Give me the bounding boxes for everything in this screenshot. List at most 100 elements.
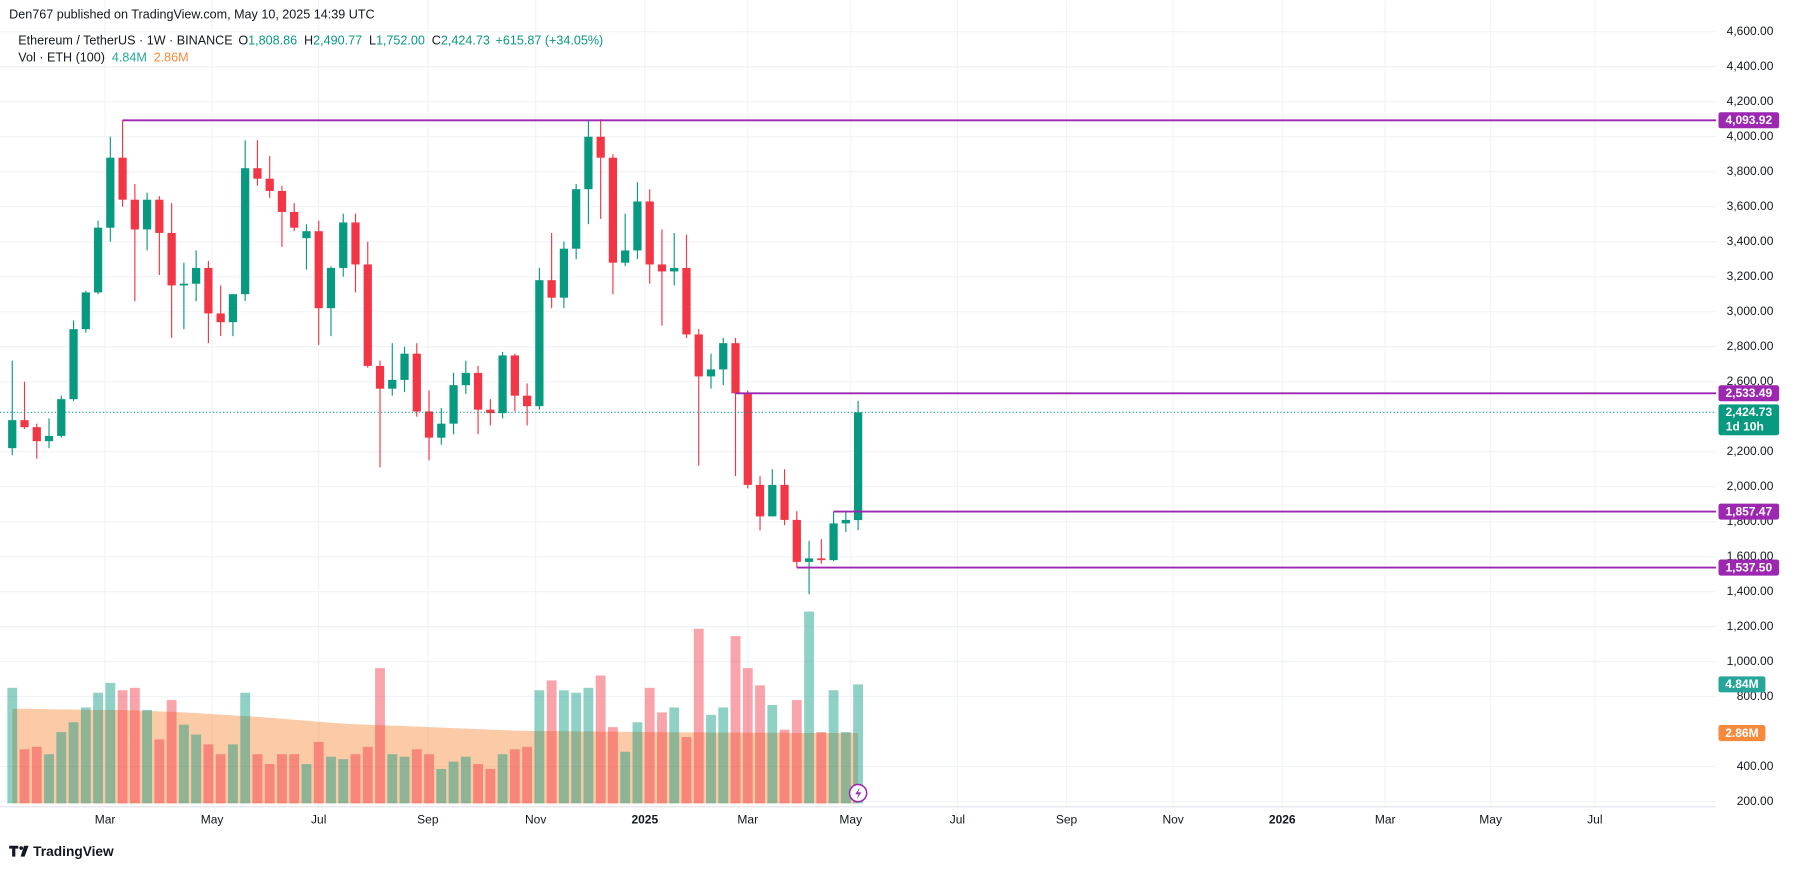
candles bbox=[8, 119, 863, 595]
candle-body bbox=[314, 231, 323, 309]
level-tag-label: 2,533.49 bbox=[1725, 386, 1772, 400]
y-tick-label: 3,400.00 bbox=[1727, 234, 1774, 248]
candle-body bbox=[572, 189, 581, 249]
legend-key: O bbox=[238, 34, 248, 48]
volume-bar bbox=[804, 611, 814, 804]
volume-bar bbox=[546, 680, 557, 804]
candle-body bbox=[510, 355, 519, 396]
volume-bar bbox=[681, 736, 692, 804]
candle-body bbox=[167, 232, 176, 286]
candle-body bbox=[449, 385, 458, 424]
volume-bar bbox=[117, 690, 128, 804]
candle-body bbox=[829, 523, 838, 561]
candle-body bbox=[633, 201, 642, 251]
volume-bar bbox=[19, 749, 30, 804]
volume-bar bbox=[424, 754, 434, 804]
volume-bar bbox=[620, 751, 631, 804]
volume-bar bbox=[657, 712, 667, 804]
candle-body bbox=[192, 267, 201, 284]
candle-body bbox=[142, 199, 152, 230]
candle-body bbox=[853, 412, 863, 521]
candle-body bbox=[351, 222, 360, 265]
x-tick-label: Jul bbox=[1587, 813, 1602, 827]
volume-bar bbox=[289, 754, 300, 804]
y-tick-label: 2,200.00 bbox=[1727, 444, 1774, 458]
time-axis bbox=[0, 806, 1717, 870]
legend-change: +615.87 (+34.05%) bbox=[496, 34, 604, 48]
volume-bar bbox=[485, 768, 496, 804]
volume-bar bbox=[608, 727, 618, 804]
volume-bar bbox=[632, 722, 643, 804]
volume-bar bbox=[80, 707, 91, 804]
volume-bar bbox=[558, 690, 569, 804]
candle-body bbox=[743, 393, 752, 485]
volume-bar bbox=[326, 756, 336, 804]
volume-bar bbox=[497, 754, 508, 804]
level-tag-label: 4,093.92 bbox=[1725, 113, 1772, 127]
candle-body bbox=[130, 199, 139, 230]
volume-bar bbox=[166, 700, 177, 804]
x-tick-label: 2025 bbox=[631, 813, 658, 827]
volume-bar bbox=[93, 692, 103, 804]
candle-body bbox=[547, 280, 556, 298]
volume-bar bbox=[362, 746, 373, 804]
candle-body bbox=[339, 222, 348, 268]
y-tick-label: 1,400.00 bbox=[1727, 584, 1774, 598]
volume-bar bbox=[387, 754, 398, 804]
x-tick-label: May bbox=[1479, 813, 1502, 827]
author-line: Den767 published on TradingView.com, May… bbox=[9, 7, 374, 21]
legend-volume-line: Vol · ETH (100) 4.84M 2.86M bbox=[18, 51, 188, 65]
volume-bar bbox=[595, 675, 606, 804]
volume-bar bbox=[399, 756, 410, 804]
candle-body bbox=[706, 369, 716, 377]
volume-bar bbox=[779, 729, 790, 804]
x-tick-label: Sep bbox=[417, 813, 439, 827]
candle-body bbox=[241, 168, 250, 295]
volume-bar bbox=[227, 744, 238, 804]
y-tick-label: 3,600.00 bbox=[1727, 199, 1774, 213]
y-tick-label: 3,200.00 bbox=[1727, 269, 1774, 283]
y-tick-label: 4,000.00 bbox=[1727, 129, 1774, 143]
candle-body bbox=[841, 519, 850, 524]
level-tag bbox=[1718, 559, 1780, 576]
volume-bar bbox=[853, 684, 864, 804]
candle-body bbox=[437, 423, 446, 438]
candle-body bbox=[57, 399, 66, 436]
volume-bar bbox=[742, 668, 753, 804]
volume-bar bbox=[215, 754, 226, 804]
x-tick-label: 2026 bbox=[1269, 813, 1296, 827]
candle-body bbox=[682, 267, 691, 335]
candle-body bbox=[694, 334, 703, 377]
candle-body bbox=[179, 283, 188, 286]
legend-value: 1,752.00 bbox=[376, 34, 425, 48]
candle-body bbox=[20, 420, 29, 428]
level-tag-label: 1,537.50 bbox=[1725, 560, 1772, 574]
candle-body bbox=[719, 343, 728, 370]
volume-bar bbox=[828, 690, 839, 804]
level-tag bbox=[1718, 503, 1780, 520]
brand-logo bbox=[9, 845, 29, 857]
legend-key: L bbox=[369, 34, 376, 48]
last-price-tag bbox=[1718, 404, 1780, 436]
volume-bar bbox=[142, 709, 153, 804]
volume-bar bbox=[56, 732, 67, 804]
candle-body bbox=[216, 313, 225, 323]
legend-volume-ma: 2.86M bbox=[154, 51, 189, 65]
volume-bar bbox=[767, 705, 778, 804]
volume-bar bbox=[191, 734, 202, 804]
legend: Ethereum / TetherUS · 1W · BINANCE O1,808… bbox=[18, 34, 603, 65]
volume-bar bbox=[534, 690, 545, 804]
volume-bar bbox=[791, 700, 802, 804]
candle-body bbox=[388, 379, 397, 389]
legend-key: C bbox=[432, 34, 441, 48]
candle-body bbox=[69, 329, 78, 400]
candle-body bbox=[228, 294, 238, 323]
volume-bar bbox=[669, 707, 680, 804]
candle-body bbox=[522, 395, 532, 407]
volume-bar bbox=[301, 764, 312, 804]
candle-body bbox=[81, 292, 90, 330]
price-tags: 4,093.92 2,533.49 1,857.47 1,537.50 2,424.73… bbox=[1718, 112, 1780, 742]
volume-pane bbox=[7, 611, 864, 804]
candle-body bbox=[93, 227, 103, 293]
